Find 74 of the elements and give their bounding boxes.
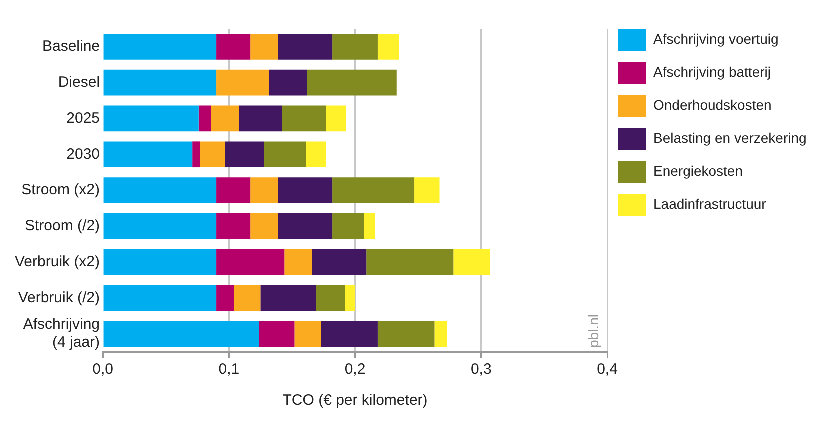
- bar: [216, 249, 285, 276]
- bar: [216, 178, 251, 204]
- legend-label: Afschrijving batterij: [654, 64, 771, 80]
- bar: [200, 142, 226, 168]
- bar: [104, 70, 217, 96]
- bar: [192, 142, 200, 168]
- bar: [216, 34, 251, 60]
- bar: [198, 106, 212, 132]
- bar: [104, 285, 217, 312]
- legend-label: Onderhoudskosten: [654, 96, 772, 113]
- x-axis-title: TCO (€ per kilometer): [282, 392, 428, 410]
- bar: [307, 70, 397, 96]
- bar: [104, 178, 217, 204]
- bar: [250, 213, 278, 240]
- bar: [250, 34, 278, 60]
- bar: [332, 34, 378, 60]
- bar: [264, 142, 306, 168]
- bar: [259, 321, 295, 347]
- bar: [306, 142, 326, 168]
- bar: [364, 213, 376, 240]
- bar: [316, 285, 346, 312]
- legend-label: Laadinfrastructuur: [654, 196, 767, 212]
- bar: [225, 142, 264, 168]
- bar: [332, 178, 415, 204]
- legend-label: Afschrijving voertuig: [654, 30, 779, 47]
- y-tick-label: Baseline: [42, 38, 100, 56]
- y-tick-label: 2030: [66, 146, 100, 163]
- legend-label: Belasting en verzekering: [654, 130, 807, 146]
- bar: [294, 321, 322, 347]
- bar: [104, 249, 217, 276]
- y-tick-label: Verbruik (x2): [14, 253, 100, 270]
- y-tick-label: Stroom (x2): [22, 182, 100, 199]
- bar: [270, 70, 308, 96]
- x-tick-label: 0,1: [218, 361, 240, 378]
- bar: [260, 285, 316, 312]
- annotation: pbl.nl: [585, 314, 602, 348]
- bar: [216, 70, 270, 96]
- bar: [216, 213, 251, 240]
- bar: [278, 178, 333, 204]
- x-tick-label: 0,2: [344, 361, 366, 378]
- bar: [332, 213, 364, 240]
- bar: [278, 34, 333, 60]
- bar: [454, 249, 490, 276]
- bar: [234, 285, 261, 312]
- bar: [326, 106, 346, 132]
- bar: [366, 249, 454, 276]
- bar: [434, 321, 448, 347]
- legend-label: Energiekosten: [654, 162, 744, 179]
- x-tick-label: 0,3: [470, 361, 492, 378]
- bar: [378, 34, 400, 60]
- bar: [104, 34, 217, 60]
- bar: [312, 249, 367, 276]
- bar: [104, 106, 199, 132]
- y-tick-label: 2025: [66, 110, 100, 127]
- bar: [250, 178, 278, 204]
- bar: [104, 142, 193, 168]
- y-tick-label: Afschrijving (4 jaar): [23, 316, 100, 352]
- bar: [104, 321, 260, 347]
- x-tick-label: 0,4: [597, 361, 618, 378]
- bar: [321, 321, 378, 347]
- bar: [104, 213, 217, 240]
- bar: [345, 285, 356, 312]
- y-tick-label: Verbruik (/2): [18, 289, 100, 306]
- bar: [282, 106, 326, 132]
- bar: [278, 213, 333, 240]
- bar: [216, 285, 234, 312]
- x-tick-label: 0,0: [92, 361, 114, 378]
- bar: [414, 178, 440, 204]
- y-tick-label: Diesel: [58, 74, 100, 91]
- bar: [211, 106, 240, 132]
- y-tick-label: Stroom (/2): [25, 218, 100, 235]
- bar: [239, 106, 282, 132]
- bar: [284, 249, 312, 276]
- bar: [378, 321, 435, 347]
